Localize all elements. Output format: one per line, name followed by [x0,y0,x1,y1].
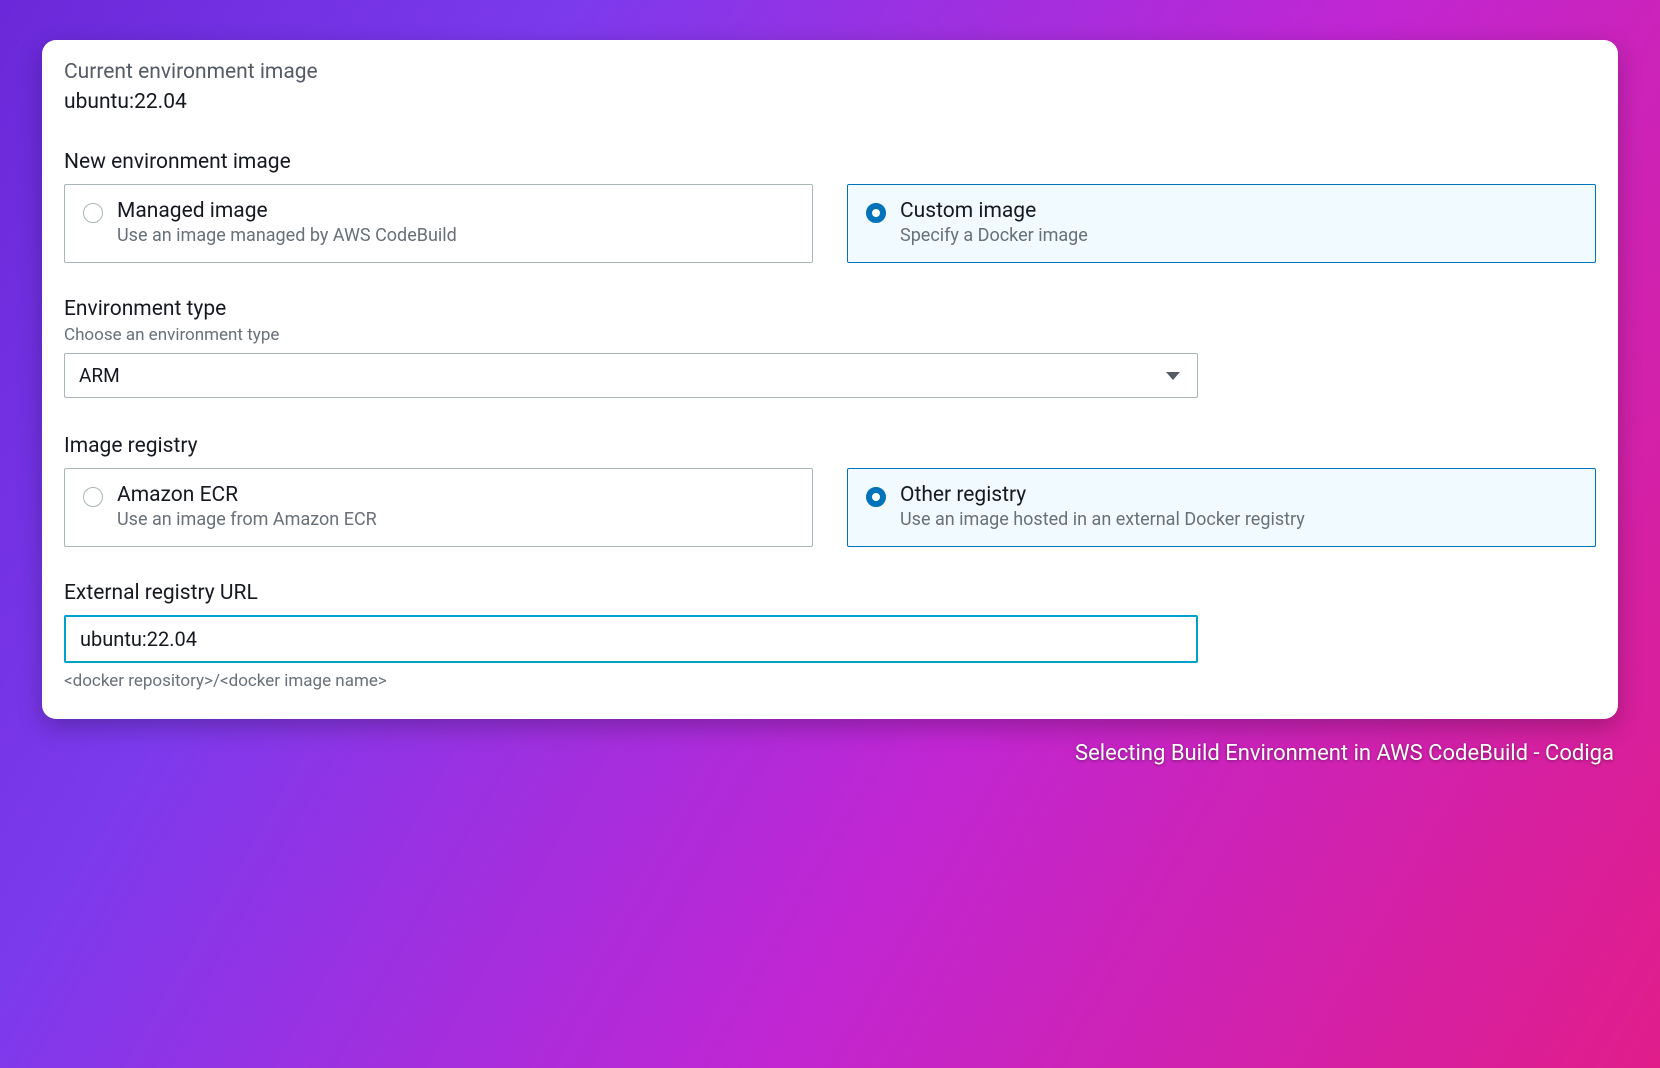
current-env-value: ubuntu:22.04 [64,90,1596,114]
radio-text: Amazon ECR Use an image from Amazon ECR [117,483,794,530]
radio-custom-image[interactable]: Custom image Specify a Docker image [847,184,1596,263]
external-url-input[interactable] [64,615,1198,663]
radio-desc: Specify a Docker image [900,225,1577,246]
radio-desc: Use an image hosted in an external Docke… [900,509,1577,530]
external-url-label: External registry URL [64,581,1596,605]
radio-title: Other registry [900,483,1577,507]
new-env-label: New environment image [64,150,1596,174]
config-panel: Current environment image ubuntu:22.04 N… [42,40,1618,719]
radio-icon [866,487,886,507]
radio-title: Managed image [117,199,794,223]
env-type-select-wrap: ARM [64,353,1198,398]
env-type-label: Environment type [64,297,1596,321]
radio-icon [83,203,103,223]
radio-icon [866,203,886,223]
env-type-value: ARM [79,364,120,387]
radio-title: Custom image [900,199,1577,223]
radio-text: Other registry Use an image hosted in an… [900,483,1577,530]
radio-title: Amazon ECR [117,483,794,507]
image-registry-label: Image registry [64,434,1596,458]
radio-desc: Use an image from Amazon ECR [117,509,794,530]
radio-icon [83,487,103,507]
external-url-help: <docker repository>/<docker image name> [64,671,1596,691]
env-type-hint: Choose an environment type [64,325,1596,345]
env-type-select[interactable]: ARM [64,353,1198,398]
radio-managed-image[interactable]: Managed image Use an image managed by AW… [64,184,813,263]
radio-other-registry[interactable]: Other registry Use an image hosted in an… [847,468,1596,547]
radio-amazon-ecr[interactable]: Amazon ECR Use an image from Amazon ECR [64,468,813,547]
radio-text: Custom image Specify a Docker image [900,199,1577,246]
radio-text: Managed image Use an image managed by AW… [117,199,794,246]
image-caption: Selecting Build Environment in AWS CodeB… [42,741,1618,766]
image-registry-options: Amazon ECR Use an image from Amazon ECR … [64,468,1596,547]
radio-desc: Use an image managed by AWS CodeBuild [117,225,794,246]
new-env-options: Managed image Use an image managed by AW… [64,184,1596,263]
current-env-label: Current environment image [64,60,1596,84]
